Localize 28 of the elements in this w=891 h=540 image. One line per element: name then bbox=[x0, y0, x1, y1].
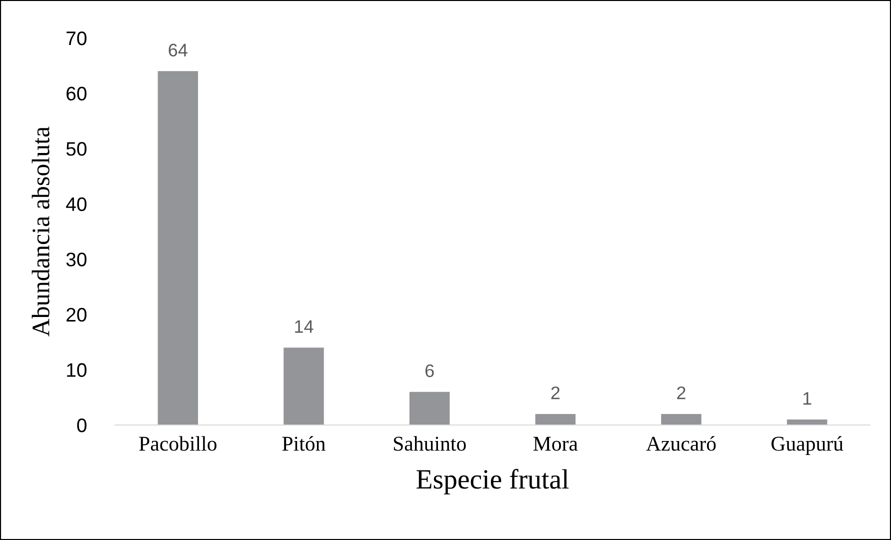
x-axis-title: Especie frutal bbox=[416, 468, 569, 494]
y-tick-label: 40 bbox=[66, 197, 86, 212]
y-tick-label: 20 bbox=[66, 308, 86, 322]
y-tick-label: 0 bbox=[77, 418, 86, 432]
x-tick-label: Pitón bbox=[282, 436, 326, 451]
x-tick-label: Azucaró bbox=[646, 436, 716, 451]
x-tick-label: Mora bbox=[533, 436, 578, 451]
bar bbox=[158, 71, 198, 425]
bar bbox=[661, 414, 702, 425]
data-label: 14 bbox=[295, 320, 314, 333]
y-axis-title: Abundancia absoluta bbox=[32, 126, 50, 336]
data-label: 6 bbox=[425, 364, 434, 378]
data-label: 1 bbox=[803, 392, 812, 405]
y-tick-label: 30 bbox=[66, 252, 86, 266]
bar bbox=[535, 414, 576, 425]
bar bbox=[786, 419, 828, 425]
y-tick-label: 70 bbox=[66, 31, 86, 46]
data-label: 2 bbox=[551, 386, 560, 400]
y-tick-label: 10 bbox=[67, 363, 86, 377]
bar bbox=[284, 348, 324, 425]
x-tick-label: Sahuinto bbox=[394, 436, 466, 451]
y-tick-label: 50 bbox=[66, 142, 86, 156]
y-tick-label: 60 bbox=[66, 86, 86, 101]
x-tick-label: Pacobillo bbox=[139, 436, 216, 451]
bar bbox=[409, 392, 450, 425]
data-label: 2 bbox=[677, 386, 686, 400]
data-label: 64 bbox=[168, 44, 188, 56]
x-tick-label: Guapurú bbox=[771, 436, 844, 456]
